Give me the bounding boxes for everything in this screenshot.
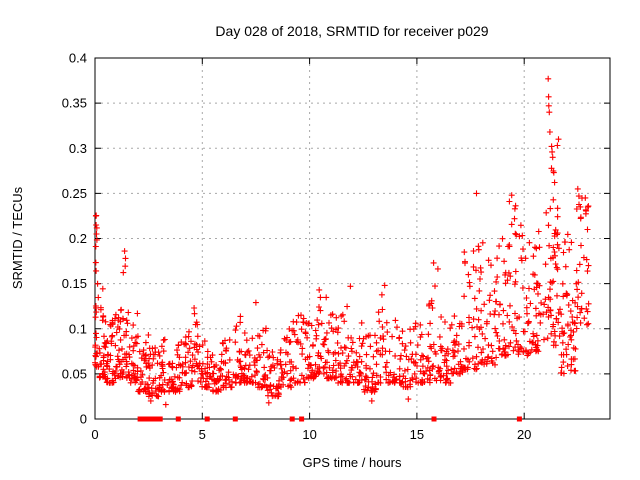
grid-lines bbox=[95, 58, 610, 419]
y-tick-label: 0.2 bbox=[69, 231, 87, 246]
y-tick-label: 0.15 bbox=[62, 276, 87, 291]
y-tick-label: 0.4 bbox=[69, 51, 87, 66]
zero-value-markers bbox=[137, 416, 522, 422]
x-tick-label: 10 bbox=[302, 427, 316, 442]
x-tick-label: 5 bbox=[199, 427, 206, 442]
y-axis-label: SRMTID / TECUs bbox=[10, 186, 25, 289]
y-tick-label: 0.1 bbox=[69, 321, 87, 336]
y-tick-label: 0 bbox=[80, 412, 87, 427]
x-tick-label: 20 bbox=[517, 427, 531, 442]
y-tick-label: 0.25 bbox=[62, 186, 87, 201]
x-tick-label: 15 bbox=[410, 427, 424, 442]
tick-labels: 0 5 10 15 20 0 0.05 0.1 0.15 0.2 0.25 0.3 0.35 0.4 bbox=[62, 51, 532, 443]
x-axis-label: GPS time / hours bbox=[303, 455, 402, 470]
data-points bbox=[92, 75, 592, 422]
plot-frame bbox=[94, 57, 611, 420]
frame-and-ticks bbox=[94, 57, 611, 420]
srmtid-point-crosses bbox=[92, 75, 592, 408]
y-tick-label: 0.3 bbox=[69, 141, 87, 156]
x-tick-label: 0 bbox=[91, 427, 98, 442]
chart-title: Day 028 of 2018, SRMTID for receiver p02… bbox=[215, 23, 488, 39]
y-tick-label: 0.35 bbox=[62, 96, 87, 111]
grid-dashes bbox=[95, 58, 610, 419]
y-tick-label: 0.05 bbox=[62, 366, 87, 381]
